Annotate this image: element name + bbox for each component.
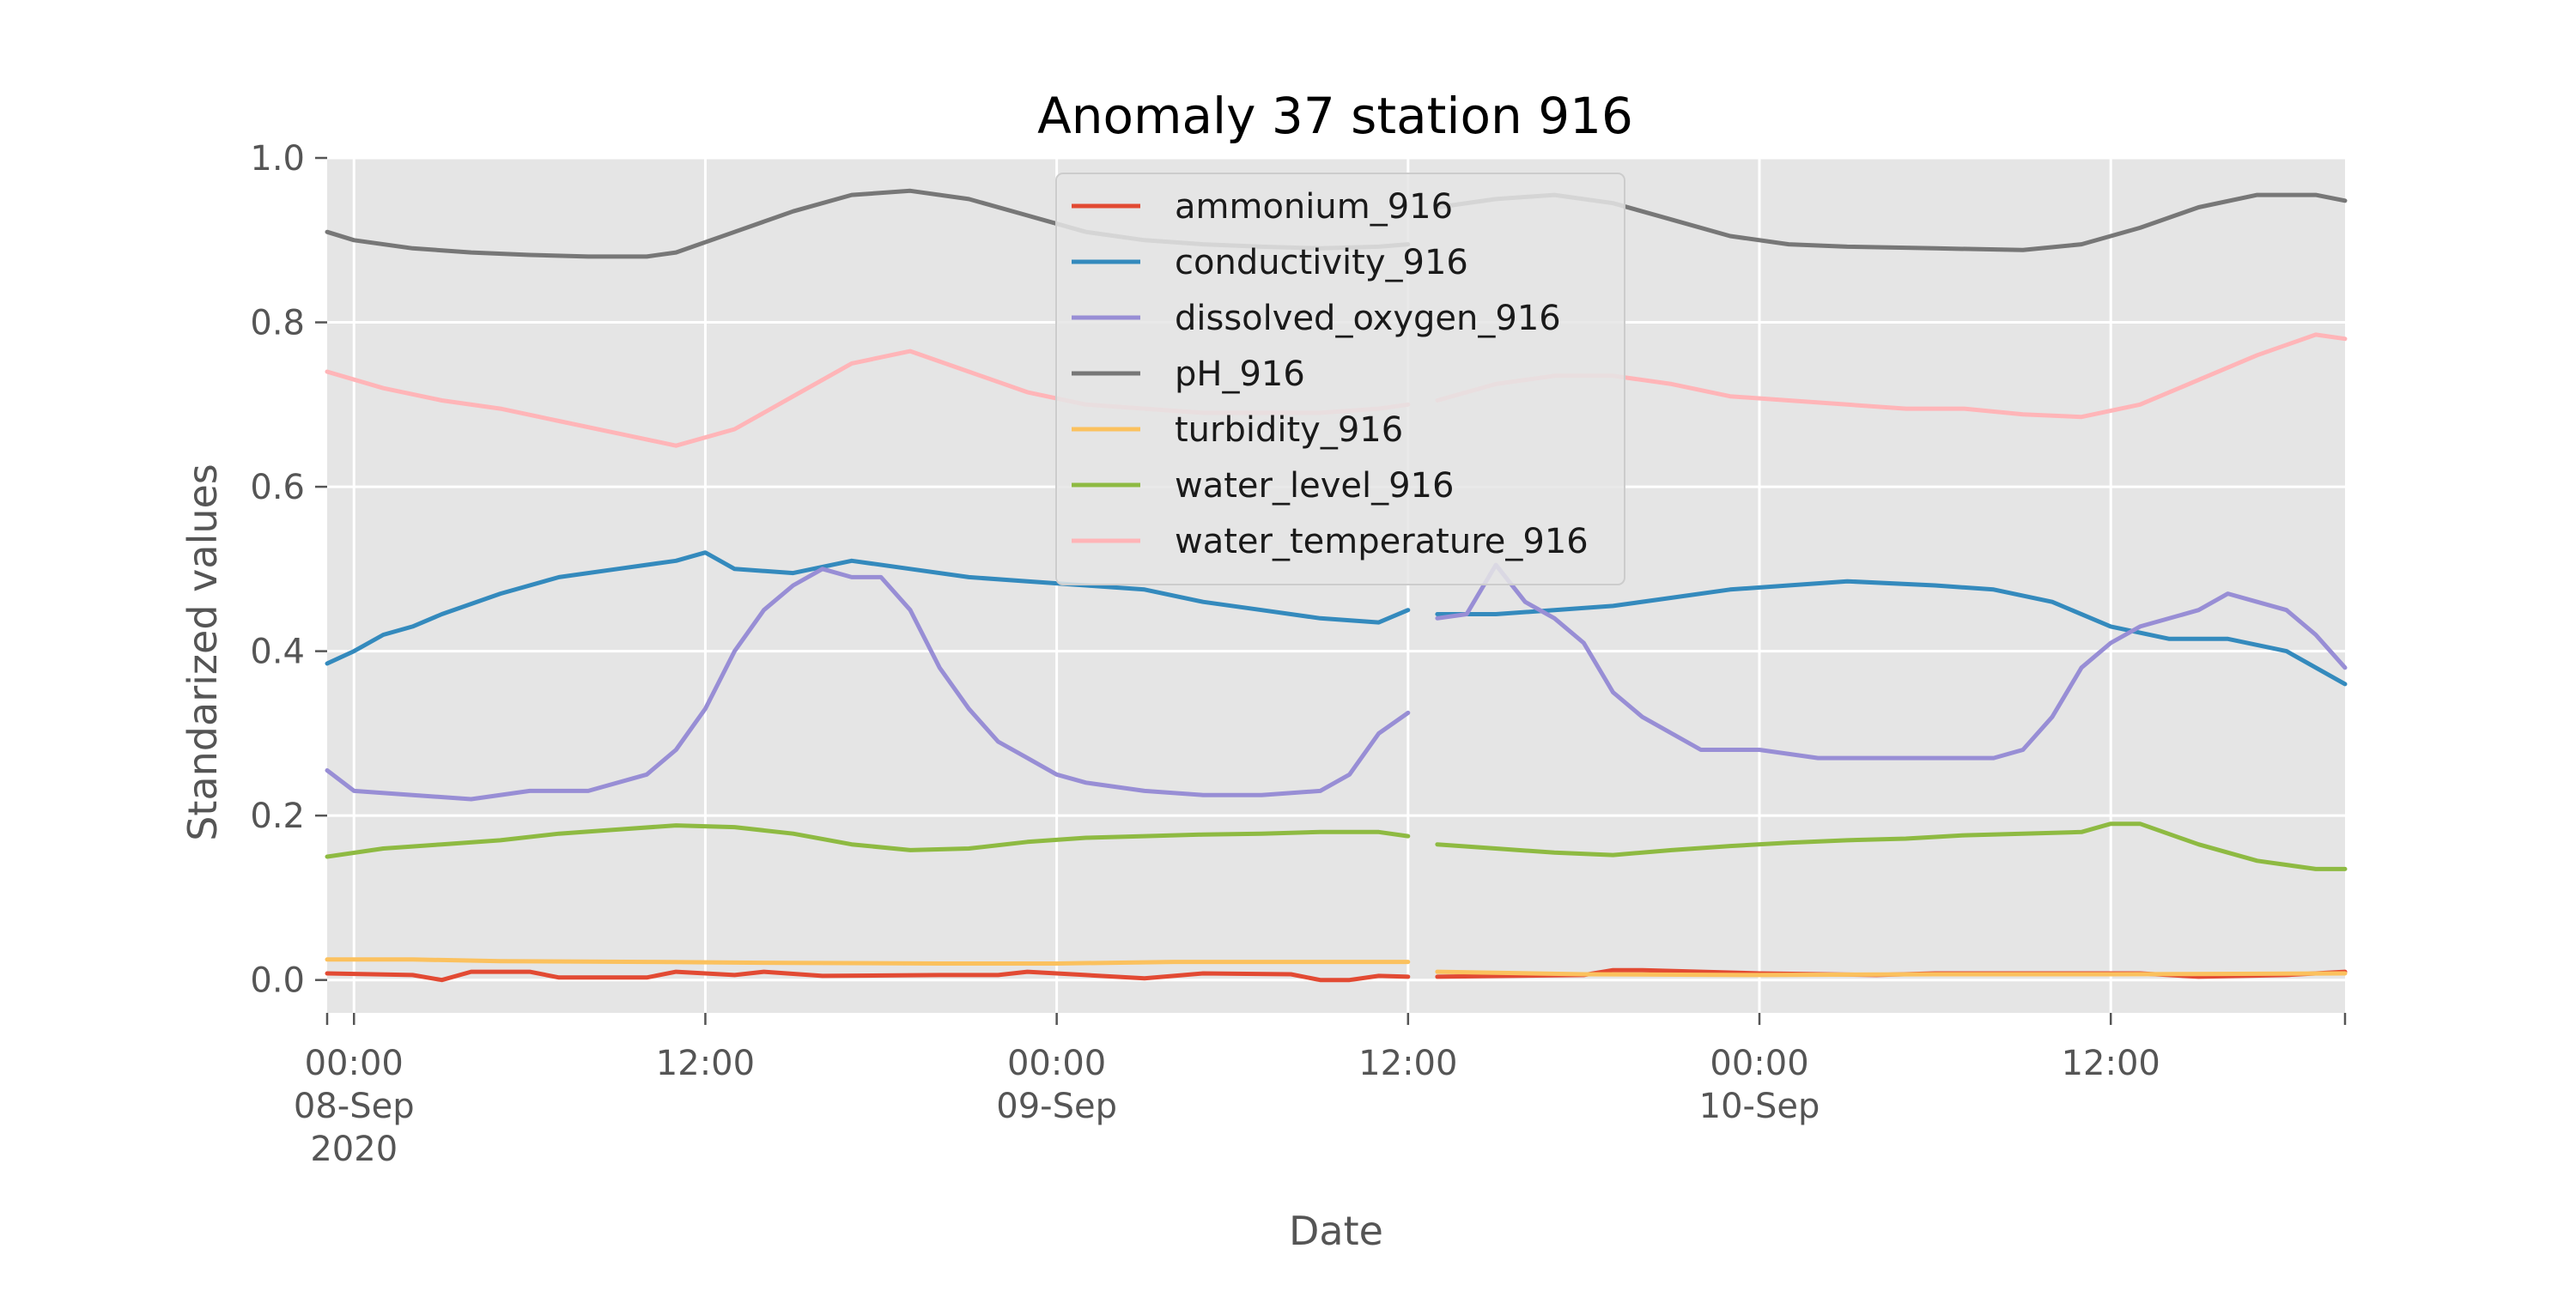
y-tick-label: 0.0 [250, 961, 305, 1001]
series-line-dissolved_oxygen_916 [325, 567, 1411, 802]
series-line-conductivity_916 [325, 550, 1411, 666]
y-axis: 0.0 0.2 0.4 0.6 0.8 1.0 [250, 139, 327, 1001]
y-axis-label: Standarized values [179, 464, 226, 841]
series-line-conductivity_916 [1435, 579, 2348, 687]
series-line-water_level_916 [325, 823, 1411, 859]
legend-entry-label: dissolved_oxygen_916 [1175, 299, 1561, 338]
series-line-ammonium_916 [325, 969, 1411, 983]
legend-entry-label: water_level_916 [1175, 466, 1454, 506]
y-tick-label: 0.4 [250, 633, 305, 672]
y-tick-label: 0.8 [250, 304, 305, 343]
legend-entry-label: pH_916 [1175, 355, 1305, 394]
y-tick-label: 1.0 [250, 139, 305, 179]
series-line-dissolved_oxygen_916 [1435, 562, 2348, 761]
legend-box [1055, 173, 1625, 585]
x-tick-label: 12:00 [1358, 1044, 1457, 1083]
chart-title: Anomaly 37 station 916 [1037, 87, 1633, 145]
x-tick-label: 08-Sep [294, 1087, 415, 1126]
x-tick-label: 00:00 [1007, 1044, 1106, 1083]
x-axis: 00:00 08-Sep 2020 12:00 00:00 09-Sep 12:00 00:0… [294, 1013, 2347, 1169]
x-tick-label: 10-Sep [1699, 1087, 1820, 1126]
x-tick-label: 12:00 [656, 1044, 755, 1083]
legend-entry-label: turbidity_916 [1175, 410, 1403, 450]
x-axis-label: Date [1289, 1208, 1383, 1254]
legend-entry-label: conductivity_916 [1175, 243, 1468, 282]
x-tick-label: 2020 [310, 1130, 398, 1169]
x-tick-label: 12:00 [2062, 1044, 2160, 1083]
legend: ammonium_916 conductivity_916 dissolved_ox… [1055, 173, 1625, 585]
series-line-turbidity_916 [325, 957, 1411, 966]
y-tick-label: 0.2 [250, 797, 305, 836]
x-tick-label: 00:00 [1710, 1044, 1808, 1083]
x-tick-label: 00:00 [305, 1044, 404, 1083]
y-tick-label: 0.6 [250, 468, 305, 507]
legend-entry-label: water_temperature_916 [1175, 522, 1589, 561]
legend-entry-label: ammonium_916 [1175, 187, 1453, 227]
series-line-water_level_916 [1435, 821, 2348, 871]
x-tick-label: 09-Sep [996, 1087, 1117, 1126]
series-line-turbidity_916 [1435, 969, 2348, 978]
